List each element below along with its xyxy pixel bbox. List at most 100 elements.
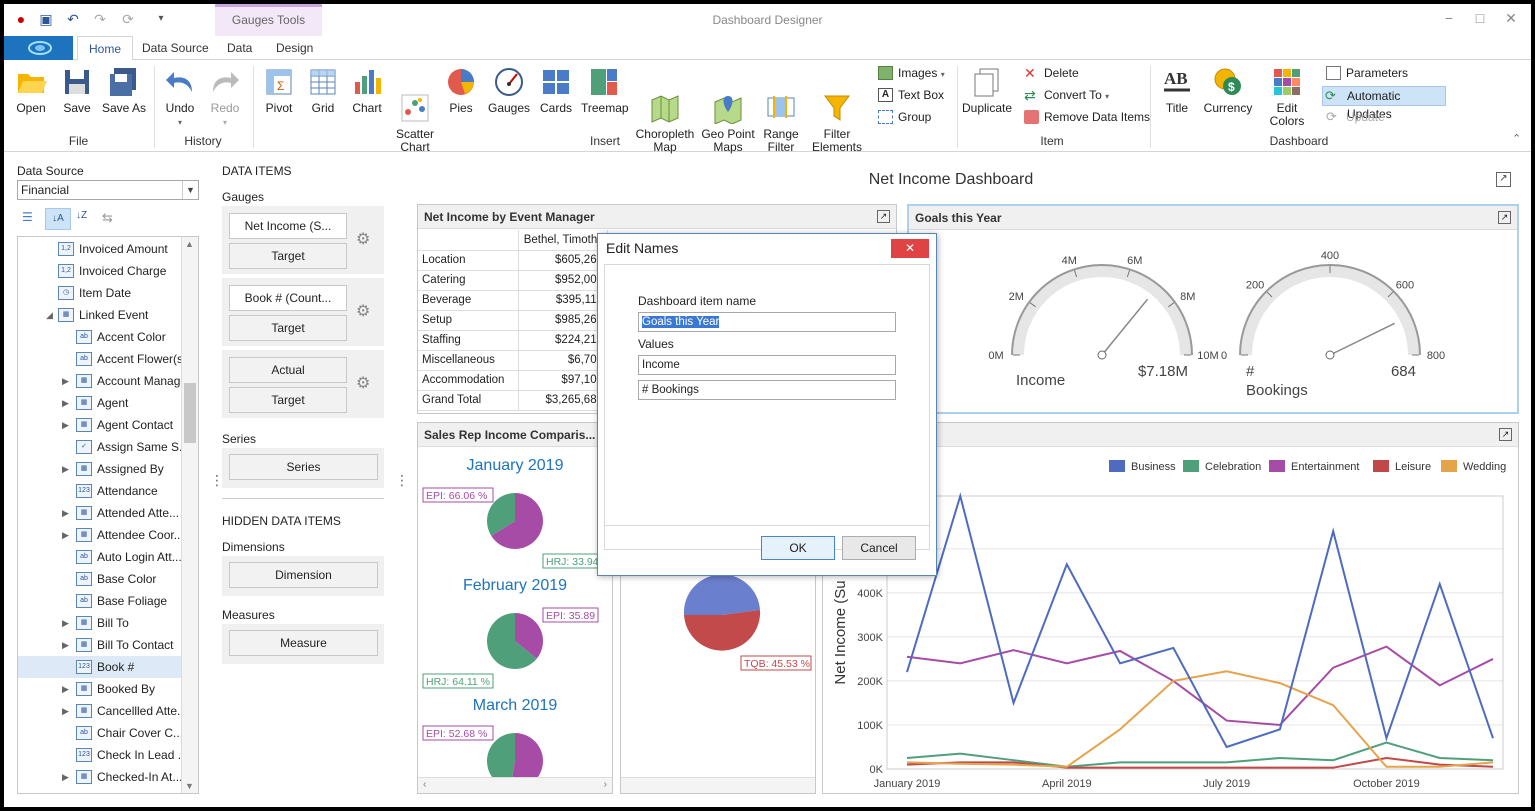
- sort-ascending-icon[interactable]: ↓A: [45, 208, 71, 230]
- gear-icon[interactable]: ⚙: [356, 231, 371, 248]
- export-icon[interactable]: ↗: [1498, 211, 1511, 224]
- tree-item[interactable]: 1,2 Invoiced Amount: [18, 238, 182, 260]
- parameters-button[interactable]: Parameters: [1324, 64, 1408, 84]
- gauge-1-actual-slot[interactable]: Net Income (S...: [229, 213, 347, 239]
- tab-data-source[interactable]: Data Source: [142, 41, 209, 55]
- insert-pivot-button[interactable]: Σ Pivot: [258, 66, 300, 115]
- duplicate-button[interactable]: Duplicate: [962, 66, 1012, 115]
- gauge-3-actual-slot[interactable]: Actual: [229, 357, 347, 383]
- tree-item[interactable]: ▶ ▦ Assigned By: [18, 458, 182, 480]
- scroll-right-icon[interactable]: ›: [603, 779, 607, 790]
- series-line-celebration[interactable]: [906, 741, 1494, 768]
- save-as-button[interactable]: Save As: [101, 66, 147, 115]
- expand-arrow-icon[interactable]: ▶: [62, 398, 69, 408]
- gauge-2-actual-slot[interactable]: Book # (Count...: [229, 285, 347, 311]
- scroll-left-icon[interactable]: ‹: [423, 779, 427, 790]
- table-row[interactable]: Setup $985,265: [418, 310, 608, 331]
- expand-arrow-icon[interactable]: ▶: [62, 376, 69, 386]
- tree-item[interactable]: 123 Attendance: [18, 480, 182, 502]
- tree-item[interactable]: 123 Check In Lead ...: [18, 744, 188, 766]
- tree-item[interactable]: ab Accent Flower(s): [18, 348, 187, 370]
- redo-quick-icon[interactable]: ↷: [94, 11, 106, 27]
- pie-slice-epi[interactable]: [491, 493, 543, 549]
- scroll-up-icon[interactable]: ▲: [185, 239, 194, 249]
- insert-filter-elements-button[interactable]: Filter Elements: [810, 66, 864, 154]
- ok-button[interactable]: OK: [761, 536, 835, 560]
- dashboard-item-name-input[interactable]: Goals this Year: [638, 312, 896, 332]
- expand-arrow-icon[interactable]: ▶: [62, 618, 69, 628]
- convert-to-button[interactable]: ⇄ Convert To ▾: [1024, 87, 1110, 103]
- table-row[interactable]: Grand Total $3,265,687: [418, 390, 608, 411]
- tree-item[interactable]: ab Base Color: [18, 568, 182, 590]
- tree-scrollbar[interactable]: ▲ ▼: [181, 237, 198, 793]
- splitter-handle-icon[interactable]: ⋮: [395, 472, 409, 488]
- expand-arrow-icon[interactable]: ▶: [62, 640, 69, 650]
- insert-group-button[interactable]: Group: [876, 108, 931, 128]
- expand-arrow-icon[interactable]: ▶: [62, 420, 69, 430]
- tree-item[interactable]: ▶ ▦ Bill To: [18, 612, 182, 634]
- tab-design[interactable]: Design: [276, 41, 314, 55]
- tree-item[interactable]: ▶ ▦ Checked-In At...: [18, 766, 182, 788]
- remove-data-items-button[interactable]: Remove Data Items: [1022, 108, 1150, 128]
- gear-icon[interactable]: ⚙: [356, 375, 371, 392]
- table-row[interactable]: Staffing $224,212: [418, 330, 608, 351]
- expand-arrow-icon[interactable]: ▶: [62, 706, 69, 716]
- dimension-slot[interactable]: Dimension: [229, 562, 378, 588]
- pie-slice-hrj[interactable]: [487, 493, 515, 536]
- currency-button[interactable]: $ Currency: [1203, 66, 1253, 115]
- data-source-select[interactable]: Financial ▼: [17, 180, 199, 200]
- series-line-wedding[interactable]: [906, 670, 1494, 768]
- value-bookings-input[interactable]: # Bookings: [638, 380, 896, 400]
- application-menu-button[interactable]: [4, 36, 73, 60]
- tree-item[interactable]: ▶ ▦ Bill To Contact: [18, 634, 182, 656]
- pie-slice-epi[interactable]: [515, 613, 543, 659]
- pie-slice-hrj[interactable]: [487, 733, 515, 778]
- tree-item[interactable]: ▶ ▦ Account Manager: [18, 370, 191, 392]
- customize-quick-access-icon[interactable]: ▾: [158, 13, 164, 24]
- delete-button[interactable]: ✕ Delete: [1024, 65, 1079, 81]
- expand-arrow-icon[interactable]: ▶: [62, 508, 69, 518]
- table-row[interactable]: Catering $952,005: [418, 270, 608, 291]
- insert-text-box-button[interactable]: A Text Box: [876, 86, 944, 106]
- maximize-button[interactable]: □: [1475, 10, 1485, 26]
- gear-icon[interactable]: ⚙: [356, 303, 371, 320]
- measure-slot[interactable]: Measure: [229, 630, 378, 656]
- insert-gauges-button[interactable]: Gauges: [486, 66, 532, 115]
- undo-button[interactable]: Undo ▾: [159, 66, 201, 129]
- open-button[interactable]: Open: [10, 66, 52, 115]
- gauge-3-target-slot[interactable]: Target: [229, 387, 347, 413]
- table-row[interactable]: Miscellaneous $6,708: [418, 350, 608, 371]
- tab-home[interactable]: Home: [77, 36, 134, 61]
- gauge-1-target-slot[interactable]: Target: [229, 243, 347, 269]
- pie-slice[interactable]: [683, 574, 760, 615]
- tree-item[interactable]: ◷ Item Date: [18, 282, 182, 304]
- export-icon[interactable]: ↗: [1499, 428, 1512, 441]
- tree-item[interactable]: ▶ ▦ Booked By: [18, 678, 182, 700]
- tree-item[interactable]: 1,2 Invoiced Charge: [18, 260, 182, 282]
- collapse-arrow-icon[interactable]: ◢: [46, 310, 53, 320]
- group-by-type-icon[interactable]: ☰: [22, 210, 33, 224]
- expand-arrow-icon[interactable]: ▶: [62, 464, 69, 474]
- insert-cards-button[interactable]: Cards: [535, 66, 577, 115]
- gauge-2-target-slot[interactable]: Target: [229, 315, 347, 341]
- minimize-button[interactable]: −: [1444, 10, 1454, 26]
- scroll-thumb[interactable]: [184, 383, 196, 443]
- series-line-entertainment[interactable]: [906, 645, 1494, 727]
- sort-descending-icon[interactable]: ↓Z: [76, 210, 88, 221]
- refresh-quick-icon[interactable]: ⟳: [122, 11, 134, 27]
- tree-item[interactable]: ◢ ▦ Linked Event: [18, 304, 182, 326]
- insert-geo-point-maps-button[interactable]: Geo Point Maps: [701, 66, 755, 154]
- insert-images-button[interactable]: Images ▾: [876, 64, 945, 84]
- table-row[interactable]: Beverage $395,119: [418, 290, 608, 311]
- pie-slice[interactable]: [684, 610, 761, 651]
- refresh-fields-icon[interactable]: ⇆: [102, 210, 113, 225]
- pies-scrollbar[interactable]: ‹ ›: [418, 777, 612, 793]
- tree-item[interactable]: ▶ ▦ Attended Atte...: [18, 502, 182, 524]
- undo-quick-icon[interactable]: ↶: [67, 11, 79, 27]
- redo-button[interactable]: Redo ▾: [204, 66, 246, 129]
- tree-item[interactable]: ▶ ▦ Cancellled Atte...: [18, 700, 187, 722]
- pie-slice-epi[interactable]: [510, 733, 543, 778]
- save-quick-icon[interactable]: ▣: [39, 11, 53, 27]
- pie-slice-hrj[interactable]: [487, 613, 537, 669]
- insert-pies-button[interactable]: Pies: [440, 66, 482, 115]
